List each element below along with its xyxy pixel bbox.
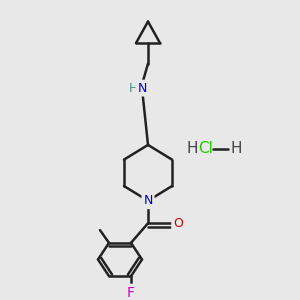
- Text: N: N: [143, 194, 153, 207]
- Text: H: H: [128, 82, 138, 94]
- Text: H: H: [186, 141, 197, 156]
- Text: O: O: [173, 217, 183, 230]
- Text: F: F: [127, 286, 135, 300]
- Text: N: N: [137, 82, 147, 94]
- Text: Cl: Cl: [198, 141, 213, 156]
- Text: H: H: [230, 141, 242, 156]
